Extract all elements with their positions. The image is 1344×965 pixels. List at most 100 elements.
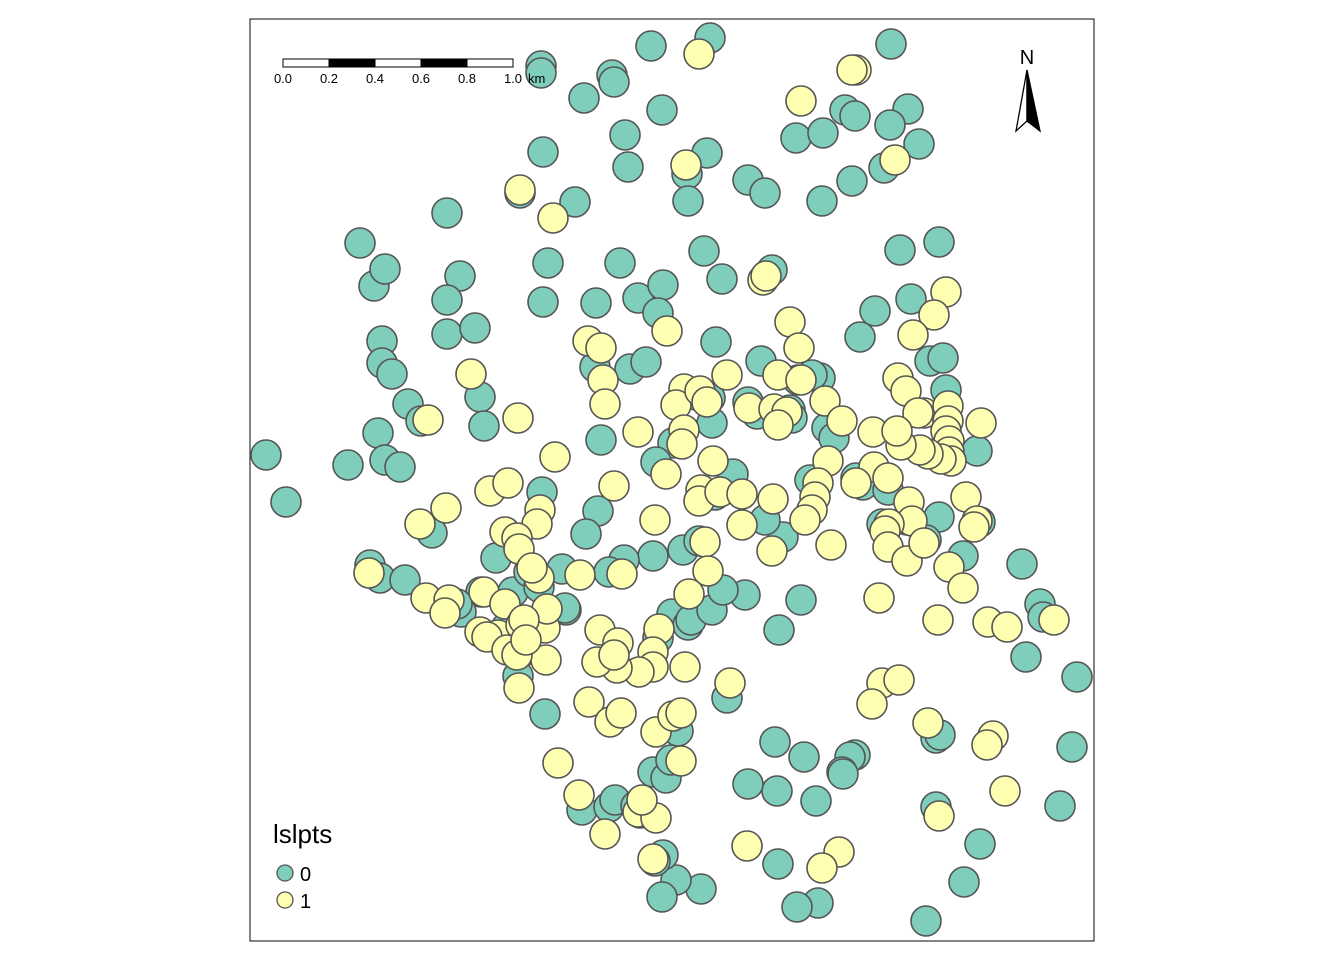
point-class-0 bbox=[759, 726, 791, 758]
point-class-1 bbox=[908, 527, 940, 559]
point-class-1 bbox=[731, 830, 763, 862]
point-class-1 bbox=[589, 388, 621, 420]
point-class-0 bbox=[570, 518, 602, 550]
point-class-0 bbox=[672, 185, 704, 217]
point-class-0 bbox=[800, 785, 832, 817]
point-class-0 bbox=[749, 177, 781, 209]
north-arrow-icon: N bbox=[1015, 47, 1042, 133]
point-class-1 bbox=[622, 416, 654, 448]
point-class-1 bbox=[714, 667, 746, 699]
point-class-0 bbox=[559, 186, 591, 218]
point-class-0 bbox=[836, 165, 868, 197]
point-class-1 bbox=[665, 745, 697, 777]
point-class-1 bbox=[626, 784, 658, 816]
legend: lslpts 0 1 bbox=[273, 819, 332, 913]
point-class-0 bbox=[700, 326, 732, 358]
point-class-1 bbox=[606, 558, 638, 590]
point-class-1 bbox=[689, 526, 721, 558]
point-class-1 bbox=[902, 397, 934, 429]
scale-segment bbox=[328, 58, 376, 68]
point-class-1 bbox=[666, 428, 698, 460]
point-class-0 bbox=[780, 122, 812, 154]
legend-label-0: 0 bbox=[300, 864, 311, 886]
point-class-1 bbox=[750, 260, 782, 292]
point-class-0 bbox=[431, 284, 463, 316]
point-class-0 bbox=[444, 260, 476, 292]
point-class-0 bbox=[1056, 731, 1088, 763]
point-class-1 bbox=[537, 202, 569, 234]
scale-unit-label: km bbox=[528, 71, 545, 86]
point-class-0 bbox=[762, 848, 794, 880]
point-class-1 bbox=[516, 552, 548, 584]
point-class-1 bbox=[785, 85, 817, 117]
point-class-1 bbox=[573, 686, 605, 718]
point-class-1 bbox=[510, 624, 542, 656]
point-class-1 bbox=[785, 364, 817, 396]
point-class-1 bbox=[670, 149, 702, 181]
point-class-0 bbox=[431, 197, 463, 229]
point-class-0 bbox=[923, 226, 955, 258]
point-class-1 bbox=[492, 467, 524, 499]
point-class-1 bbox=[783, 332, 815, 364]
point-class-1 bbox=[756, 535, 788, 567]
point-class-1 bbox=[353, 557, 385, 589]
point-class-0 bbox=[604, 247, 636, 279]
point-class-0 bbox=[598, 66, 630, 98]
point-class-0 bbox=[529, 698, 561, 730]
scale-bar: 0.0 0.2 0.4 0.6 0.8 1.0 km bbox=[274, 58, 545, 86]
point-class-1 bbox=[430, 492, 462, 524]
points-layer bbox=[250, 22, 1093, 937]
scale-tick-label: 0.8 bbox=[458, 71, 476, 86]
point-class-1 bbox=[726, 478, 758, 510]
point-class-1 bbox=[563, 779, 595, 811]
point-class-0 bbox=[910, 905, 942, 937]
point-class-1 bbox=[585, 332, 617, 364]
point-class-0 bbox=[781, 891, 813, 923]
point-class-1 bbox=[863, 582, 895, 614]
point-class-1 bbox=[691, 386, 723, 418]
point-class-0 bbox=[964, 828, 996, 860]
point-class-0 bbox=[1010, 641, 1042, 673]
point-class-0 bbox=[875, 28, 907, 60]
point-class-1 bbox=[711, 359, 743, 391]
point-class-1 bbox=[665, 697, 697, 729]
point-class-1 bbox=[922, 604, 954, 636]
legend-title: lslpts bbox=[273, 819, 332, 849]
point-class-1 bbox=[651, 315, 683, 347]
point-class-0 bbox=[688, 235, 720, 267]
point-class-0 bbox=[527, 286, 559, 318]
point-class-0 bbox=[389, 564, 421, 596]
point-class-0 bbox=[468, 410, 500, 442]
north-label: N bbox=[1020, 47, 1034, 69]
point-class-0 bbox=[647, 269, 679, 301]
point-class-1 bbox=[947, 572, 979, 604]
point-class-1 bbox=[762, 409, 794, 441]
point-class-1 bbox=[965, 407, 997, 439]
point-class-1 bbox=[539, 441, 571, 473]
point-class-0 bbox=[580, 287, 612, 319]
point-class-1 bbox=[503, 672, 535, 704]
point-class-1 bbox=[856, 688, 888, 720]
point-class-0 bbox=[806, 185, 838, 217]
point-class-0 bbox=[527, 136, 559, 168]
point-class-0 bbox=[807, 117, 839, 149]
point-class-1 bbox=[598, 470, 630, 502]
point-class-1 bbox=[412, 404, 444, 436]
point-class-0 bbox=[637, 540, 669, 572]
point-class-1 bbox=[429, 597, 461, 629]
point-class-0 bbox=[927, 342, 959, 374]
point-class-1 bbox=[504, 174, 536, 206]
point-class-1 bbox=[918, 299, 950, 331]
point-class-1 bbox=[1038, 604, 1070, 636]
point-class-0 bbox=[585, 424, 617, 456]
point-class-0 bbox=[362, 417, 394, 449]
point-class-0 bbox=[250, 439, 282, 471]
scale-tick-label: 0.4 bbox=[366, 71, 384, 86]
point-class-1 bbox=[502, 402, 534, 434]
point-class-0 bbox=[609, 119, 641, 151]
point-class-1 bbox=[669, 651, 701, 683]
point-class-1 bbox=[542, 747, 574, 779]
point-class-0 bbox=[646, 881, 678, 913]
